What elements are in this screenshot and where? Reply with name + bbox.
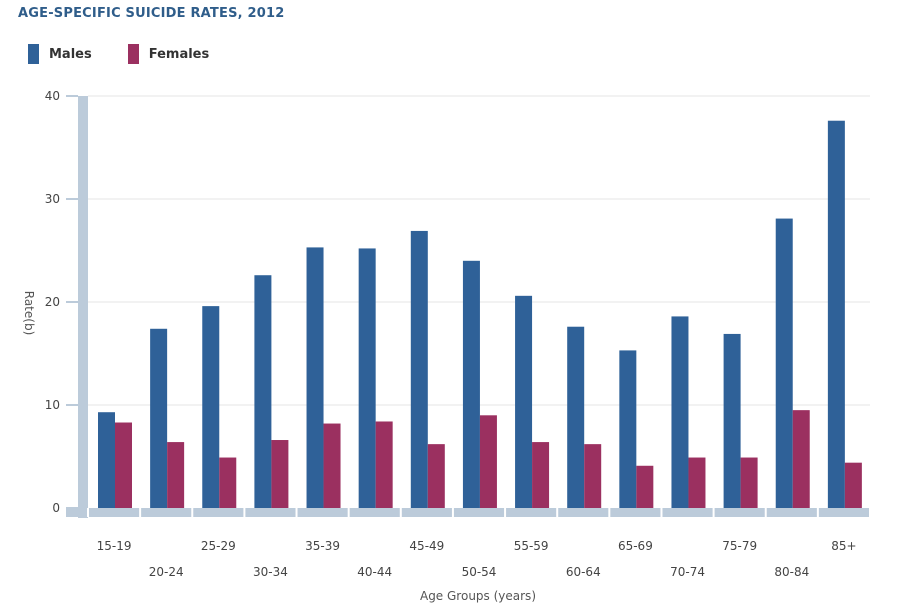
bar-males-15-19[interactable] (98, 412, 115, 508)
y-tick-label: 30 (45, 192, 60, 206)
x-tick-label: 65-69 (618, 539, 653, 553)
y-tick-label: 10 (45, 398, 60, 412)
bar-females-55-59[interactable] (532, 442, 550, 508)
bar-females-30-34[interactable] (271, 440, 289, 508)
bar-males-45-49[interactable] (410, 230, 428, 508)
chart-title: AGE-SPECIFIC SUICIDE RATES, 2012 (18, 6, 285, 21)
x-tick-label: 35-39 (305, 539, 340, 553)
bar-females-35-39[interactable] (323, 423, 341, 508)
x-tick-label: 60-64 (566, 565, 601, 579)
x-tick-label: 55-59 (514, 539, 549, 553)
bar-females-25-29[interactable] (219, 457, 237, 508)
x-tick-label: 50-54 (462, 565, 497, 579)
bar-males-55-59[interactable] (515, 295, 533, 508)
legend-swatch-females (127, 44, 139, 64)
bar-males-75-79[interactable] (723, 333, 741, 508)
bar-females-70-74[interactable] (688, 457, 706, 508)
bar-females-20-24[interactable] (167, 442, 185, 508)
x-tick-label: 30-34 (253, 565, 288, 579)
y-tick-label: 40 (45, 89, 60, 103)
bar-males-65-69[interactable] (619, 350, 637, 508)
x-tick-label: 25-29 (201, 539, 236, 553)
bars (98, 120, 862, 508)
x-tick-label: 80-84 (774, 565, 809, 579)
x-tick-label: 20-24 (149, 565, 184, 579)
axes (66, 95, 871, 518)
bar-males-80-84[interactable] (775, 218, 793, 508)
bar-females-75-79[interactable] (740, 457, 758, 508)
y-axis-line (78, 96, 88, 518)
bar-females-65-69[interactable] (636, 465, 654, 508)
x-tick-label: 15-19 (97, 539, 132, 553)
bar-males-60-64[interactable] (567, 326, 585, 508)
legend-label-females: Females (148, 46, 210, 62)
x-tick-label: 40-44 (357, 565, 392, 579)
x-tick-label: 85+ (831, 539, 856, 553)
bar-males-35-39[interactable] (306, 247, 324, 508)
bar-females-80-84[interactable] (792, 410, 810, 508)
bar-females-40-44[interactable] (375, 421, 393, 508)
x-tick-label: 75-79 (722, 539, 757, 553)
bar-males-40-44[interactable] (358, 248, 376, 508)
bar-females-50-54[interactable] (479, 415, 497, 508)
bar-males-50-54[interactable] (462, 260, 480, 508)
y-tick-label: 0 (52, 501, 60, 515)
bar-females-85+[interactable] (844, 462, 862, 508)
x-tick-label: 45-49 (409, 539, 444, 553)
legend-swatch-males (28, 44, 39, 64)
bar-males-85+[interactable] (827, 120, 845, 508)
legend-label-males: Males (49, 46, 92, 62)
bar-males-70-74[interactable] (671, 316, 689, 508)
legend: Males Females (28, 44, 209, 64)
y-tick-label: 20 (45, 295, 60, 309)
y-axis-title: Rate(b) (22, 291, 36, 336)
bar-females-60-64[interactable] (584, 444, 602, 508)
tick-labels: 0 10 20 30 40 15-19 20-24 25-29 30-34 35-39 40-44 4… (45, 89, 857, 579)
x-tick-label: 70-74 (670, 565, 705, 579)
bar-males-20-24[interactable] (150, 328, 168, 508)
x-axis-line (66, 508, 870, 517)
bar-males-25-29[interactable] (202, 306, 220, 508)
legend-item-females[interactable]: Females (127, 44, 210, 64)
bar-females-45-49[interactable] (427, 444, 445, 508)
legend-item-males[interactable]: Males (28, 44, 92, 64)
bar-males-30-34[interactable] (254, 275, 272, 508)
x-axis-title: Age Groups (years) (420, 589, 536, 603)
bar-females-15-19[interactable] (115, 422, 132, 508)
